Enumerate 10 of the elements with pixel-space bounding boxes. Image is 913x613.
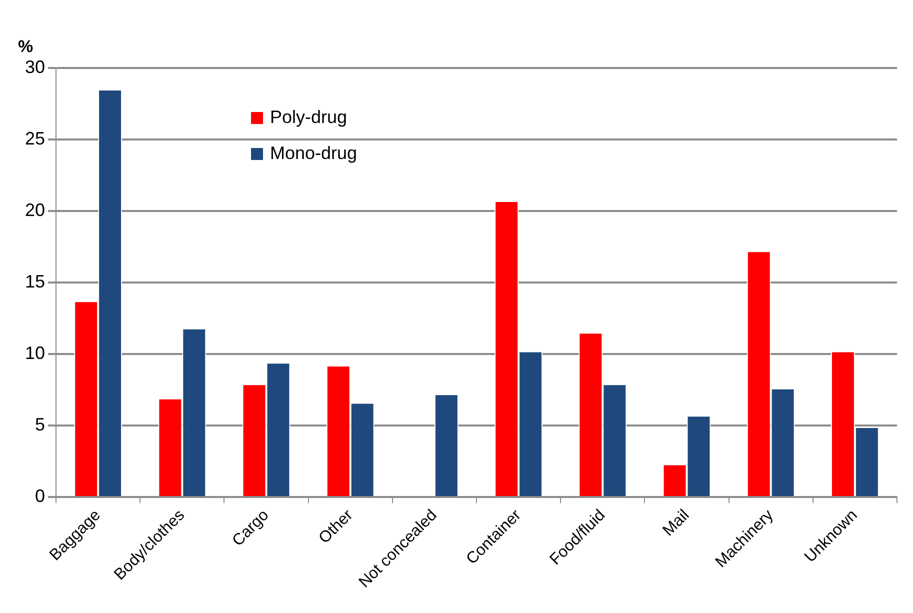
- y-tick-label: 30: [24, 56, 46, 77]
- legend-label: Poly-drug: [270, 106, 348, 127]
- y-axis-title: %: [18, 37, 34, 56]
- legend-label: Mono-drug: [270, 142, 358, 163]
- y-tick-label: 0: [35, 486, 46, 506]
- y-tick-label: 15: [24, 272, 46, 292]
- y-tick-label: 25: [24, 128, 46, 148]
- y-tick-label: 5: [35, 414, 46, 435]
- y-tick-label: 10: [24, 343, 46, 364]
- y-tick-label: 20: [24, 200, 46, 220]
